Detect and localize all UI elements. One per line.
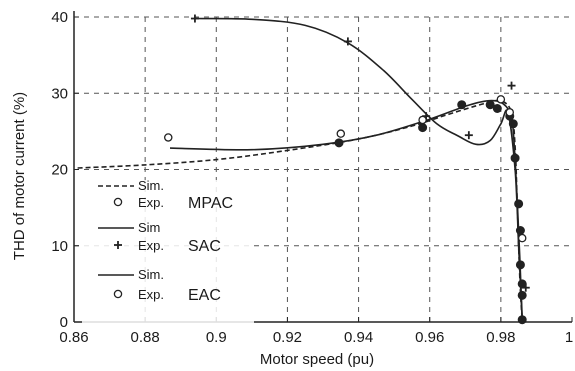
y-tick-label: 30 xyxy=(51,85,68,102)
eac-exp-point xyxy=(505,108,514,117)
legend-sac-exp-marker xyxy=(114,241,122,249)
x-tick-label: 0.94 xyxy=(344,329,373,346)
x-axis-label: Motor speed (pu) xyxy=(260,351,374,368)
legend-eac-exp-label: Exp. xyxy=(138,287,164,302)
legend-eac-group-label: EAC xyxy=(188,287,221,304)
x-tick-label: 0.86 xyxy=(59,329,88,346)
y-tick-label: 40 xyxy=(51,9,68,26)
legend-sac-sim-label: Sim xyxy=(138,220,160,235)
legend-mpac-exp-marker xyxy=(113,197,123,207)
y-axis-label: THD of motor current (%) xyxy=(11,92,28,260)
x-tick-label: 0.92 xyxy=(273,329,302,346)
legend-mpac-sim-label: Sim. xyxy=(138,178,164,193)
x-tick-label: 0.88 xyxy=(131,329,160,346)
x-tick-label: 1 xyxy=(565,329,573,346)
legend-sac-exp-label: Exp. xyxy=(138,238,164,253)
sac-exp-point xyxy=(190,14,199,23)
legend-eac-exp-marker xyxy=(113,289,123,299)
series-layer xyxy=(77,14,530,325)
eac-exp-point xyxy=(336,129,346,138)
x-tick-label: 0.96 xyxy=(415,329,444,346)
legend-mpac-exp-label: Exp. xyxy=(138,195,164,210)
mpac-exp-point xyxy=(492,104,502,113)
x-tick-label: 0.9 xyxy=(206,329,227,346)
y-tick-label: 20 xyxy=(51,162,68,179)
sac-exp-point xyxy=(521,283,530,292)
y-tick-label: 0 xyxy=(60,314,68,331)
mpac-exp-point xyxy=(514,199,524,209)
legend-background xyxy=(82,180,254,326)
mpac-exp-point xyxy=(418,123,428,133)
eac-sim-line xyxy=(169,99,523,319)
sac-exp-point xyxy=(343,37,352,46)
sac-exp-point xyxy=(464,131,473,140)
eac-exp-point xyxy=(496,95,506,104)
eac-exp-point xyxy=(164,133,173,142)
eac-exp-point xyxy=(418,115,427,125)
sac-exp-point xyxy=(507,81,516,90)
eac-exp-point xyxy=(517,233,527,243)
y-tick-label: 10 xyxy=(51,238,68,255)
legend-sac-group-label: SAC xyxy=(188,238,221,255)
legend: Sim. Exp. MPAC Sim Exp. SAC Sim. Exp. EAC xyxy=(82,178,254,326)
x-tick-label: 0.98 xyxy=(486,329,515,346)
legend-eac-sim-label: Sim. xyxy=(138,267,164,282)
legend-mpac-group-label: MPAC xyxy=(188,195,233,212)
